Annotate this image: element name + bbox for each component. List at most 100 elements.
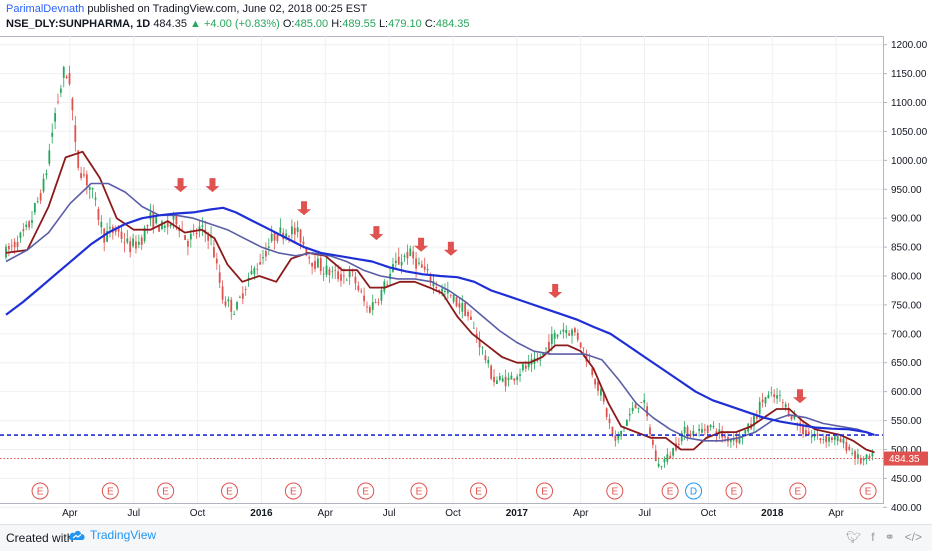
- candle-body: [137, 241, 140, 245]
- earnings-marker-label: E: [107, 487, 114, 498]
- candle-body: [368, 307, 371, 313]
- candle-body: [262, 257, 264, 259]
- candle-body: [213, 247, 215, 258]
- candle-body: [340, 274, 342, 281]
- candle-body: [426, 269, 429, 271]
- candle-body: [536, 360, 539, 362]
- candle-body: [614, 435, 617, 441]
- x-tick-label: 2018: [761, 508, 784, 519]
- close-label: C:: [424, 18, 436, 30]
- candle-body: [677, 444, 680, 445]
- x-tick-label: Jul: [638, 508, 651, 519]
- candle-body: [42, 178, 45, 192]
- candle-body: [484, 355, 487, 361]
- candle-body: [293, 227, 296, 235]
- earnings-marker: [221, 482, 239, 500]
- candle-body: [620, 430, 623, 437]
- down-arrow-icon: [792, 389, 807, 404]
- candle-body: [452, 294, 455, 302]
- low-value: 479.10: [388, 18, 422, 30]
- y-tick-label: 1200.00: [891, 40, 928, 51]
- candle-body: [857, 454, 859, 459]
- earnings-marker-label: E: [731, 487, 738, 498]
- candle-body: [683, 426, 686, 434]
- x-tick-label: Jul: [127, 508, 140, 519]
- candle-body: [302, 241, 305, 245]
- publish-info: published on TradingView.com, June 02, 2…: [84, 3, 368, 15]
- candle-body: [7, 246, 10, 250]
- candle-body: [155, 216, 158, 224]
- candle-body: [605, 408, 608, 417]
- candle-body: [842, 438, 845, 444]
- embed-icon[interactable]: </>: [904, 530, 922, 544]
- candle-body: [631, 407, 634, 412]
- candle-body: [602, 393, 605, 402]
- y-tick-label: 400.00: [891, 503, 922, 514]
- candle-body: [256, 268, 259, 270]
- candle-body: [207, 234, 210, 241]
- y-tick-label: 650.00: [891, 358, 922, 369]
- candle-body: [389, 273, 391, 279]
- candle-body: [680, 432, 683, 442]
- candle-body: [825, 435, 828, 443]
- candle-body: [859, 458, 862, 464]
- y-tick-label: 1050.00: [891, 127, 928, 138]
- candle-body: [813, 436, 816, 438]
- candle-body: [140, 237, 143, 245]
- last-price-tag: [884, 451, 928, 466]
- down-arrow-icon: [443, 241, 458, 256]
- candle-body: [706, 425, 709, 433]
- link-icon[interactable]: ⚭: [884, 530, 895, 544]
- author-link[interactable]: ParimalDevnath: [6, 3, 85, 15]
- candle-body: [100, 221, 103, 228]
- candle-body: [542, 352, 545, 356]
- candle-body: [299, 229, 302, 243]
- candle-body: [698, 428, 700, 431]
- candle-body: [576, 332, 579, 340]
- candle-body: [703, 429, 706, 431]
- candle-body: [117, 228, 120, 232]
- candle-body: [328, 269, 331, 276]
- candle-body: [729, 439, 732, 442]
- candle-body: [513, 378, 516, 381]
- x-tick-label: Apr: [318, 508, 334, 519]
- down-arrow-icon: [173, 178, 188, 193]
- candle-body: [290, 226, 293, 235]
- y-tick-label: 850.00: [891, 243, 922, 254]
- candle-body: [461, 303, 464, 312]
- candle-body: [109, 227, 111, 229]
- time-axis[interactable]: Apr Jul Oct 2016 Apr Jul Oct 2017 Apr Jul Oct 2018 A…: [0, 503, 883, 520]
- candle-body: [472, 327, 475, 329]
- price-chart[interactable]: E E E E E E E E E E E D E E E 1200.00 1150.00 1100.00 105…: [0, 36, 932, 524]
- down-arrow-icon: [369, 226, 384, 241]
- earnings-marker-label: E: [541, 487, 548, 498]
- tweet-icon[interactable]: 🐦︎: [846, 530, 862, 544]
- price-axis[interactable]: 1200.00 1150.00 1100.00 1050.00 1000.00 950.0…: [883, 36, 932, 524]
- candle-body: [311, 262, 314, 267]
- candle-body: [68, 72, 71, 85]
- candle-body: [244, 289, 247, 290]
- price-change: ▲ +4.00 (+0.83%): [190, 18, 280, 30]
- candle-body: [481, 347, 484, 349]
- candle-body: [51, 132, 54, 137]
- earnings-marker: [606, 482, 624, 500]
- candle-body: [501, 378, 504, 382]
- price-axis-bg: [883, 36, 932, 524]
- candle-body: [13, 241, 16, 248]
- y-tick-label: 750.00: [891, 300, 922, 311]
- candle-body: [322, 273, 325, 275]
- y-tick-label: 800.00: [891, 272, 922, 283]
- facebook-icon[interactable]: f: [871, 530, 875, 544]
- tradingview-logo[interactable]: TradingView: [68, 528, 156, 542]
- y-tick-label: 950.00: [891, 185, 922, 196]
- x-tick-label: Oct: [190, 508, 206, 519]
- symbol-label[interactable]: NSE_DLY:SUNPHARMA, 1D: [6, 18, 151, 30]
- x-tick-label: 2016: [250, 508, 273, 519]
- down-arrow-icon: [297, 201, 312, 216]
- candle-body: [85, 174, 88, 186]
- candle-body: [672, 448, 674, 456]
- earnings-marker-label: E: [795, 487, 802, 498]
- candle-body: [28, 221, 31, 228]
- candle-body: [787, 407, 790, 417]
- share-icons: 🐦︎ f ⚭ </>: [846, 530, 922, 544]
